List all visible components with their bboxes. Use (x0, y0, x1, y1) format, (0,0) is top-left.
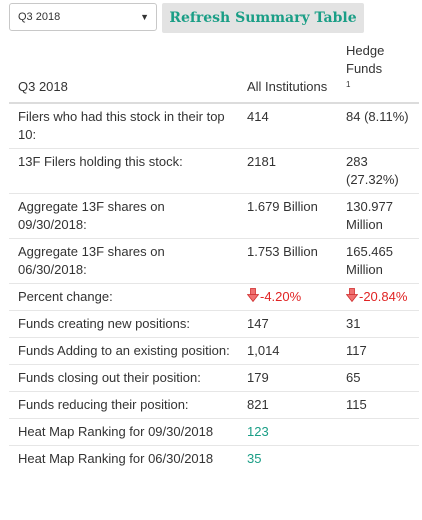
table-row: Aggregate 13F shares on 06/30/2018: 1.753… (9, 238, 419, 284)
row-label: 13F Filers holding this stock: (9, 148, 240, 194)
heat-map-ranking-link[interactable]: 123 (247, 424, 269, 439)
hedge-funds-cell: 117 (339, 337, 419, 365)
hedge-funds-cell: 165.465 Million (339, 238, 419, 284)
percent-change-value: -20.84% (359, 289, 408, 304)
row-label: Heat Map Ranking for 09/30/2018 (9, 418, 240, 446)
table-row: Funds reducing their position: 821 115 (9, 391, 419, 419)
header-quarter: Q3 2018 (9, 37, 240, 104)
row-label: Funds reducing their position: (9, 391, 240, 419)
row-label: Funds creating new positions: (9, 310, 240, 338)
summary-table: Q3 2018 All Institutions Hedge Funds 1 Fi… (9, 37, 419, 472)
down-arrow-icon (247, 288, 259, 302)
quarter-select[interactable]: Q3 2018 ▼ (9, 3, 157, 31)
row-label: Aggregate 13F shares on 09/30/2018: (9, 193, 240, 239)
heat-map-ranking-link[interactable]: 35 (247, 451, 262, 466)
hedge-funds-cell: 84 (8.11%) (346, 109, 409, 124)
table-row: Filers who had this stock in their top 1… (9, 103, 419, 149)
header-hedge-funds-label: Hedge Funds (346, 43, 385, 76)
table-row: Funds closing out their position: 179 65 (9, 364, 419, 392)
all-institutions-cell: 821 (240, 391, 339, 419)
hedge-funds-cell: 283 (27.32%) (339, 148, 419, 194)
hedge-funds-cell (339, 445, 419, 472)
hedge-funds-cell: -20.84% (339, 283, 419, 311)
quarter-select-value: Q3 2018 (18, 11, 61, 23)
hedge-funds-cell: 31 (339, 310, 419, 338)
header-row: Q3 2018 All Institutions Hedge Funds 1 (9, 37, 419, 104)
all-institutions-cell: 414 (247, 109, 269, 124)
all-institutions-cell: 1,014 (240, 337, 339, 365)
header-hedge-funds: Hedge Funds 1 (339, 37, 419, 104)
hedge-funds-cell (339, 418, 419, 446)
row-label: Funds closing out their position: (9, 364, 240, 392)
header-all-institutions: All Institutions (240, 37, 339, 104)
row-label: Funds Adding to an existing position: (9, 337, 240, 365)
all-institutions-cell: 2181 (240, 148, 339, 194)
down-arrow-icon (346, 288, 358, 302)
all-institutions-cell: 123 (240, 418, 339, 446)
percent-change-value: -4.20% (260, 289, 302, 304)
table-row: Aggregate 13F shares on 09/30/2018: 1.679… (9, 193, 419, 239)
hedge-funds-cell: 65 (339, 364, 419, 392)
table-row: Percent change: -4.20% -20.84% (9, 283, 419, 311)
all-institutions-cell: 147 (240, 310, 339, 338)
hedge-funds-cell: 115 (339, 391, 419, 419)
table-row: Heat Map Ranking for 06/30/2018 35 (9, 445, 419, 472)
row-label: Aggregate 13F shares on 06/30/2018: (9, 238, 240, 284)
row-label: Filers who had this stock in their top 1… (18, 109, 225, 142)
table-row: Heat Map Ranking for 09/30/2018 123 (9, 418, 419, 446)
all-institutions-cell: -4.20% (240, 283, 339, 311)
table-row: Funds creating new positions: 147 31 (9, 310, 419, 338)
all-institutions-cell: 1.679 Billion (240, 193, 339, 239)
all-institutions-cell: 1.753 Billion (240, 238, 339, 284)
hedge-funds-footnote: 1 (346, 80, 351, 89)
row-label: Percent change: (9, 283, 240, 311)
all-institutions-cell: 35 (240, 445, 339, 472)
dropdown-arrow-icon: ▼ (140, 12, 149, 22)
table-row: 13F Filers holding this stock: 2181 283 (2… (9, 148, 419, 194)
refresh-summary-table-button[interactable]: Refresh Summary Table (162, 3, 364, 33)
toolbar: Q3 2018 ▼ Refresh Summary Table (9, 3, 419, 33)
table-row: Funds Adding to an existing position: 1,0… (9, 337, 419, 365)
hedge-funds-cell: 130.977 Million (339, 193, 419, 239)
row-label: Heat Map Ranking for 06/30/2018 (9, 445, 240, 472)
all-institutions-cell: 179 (240, 364, 339, 392)
